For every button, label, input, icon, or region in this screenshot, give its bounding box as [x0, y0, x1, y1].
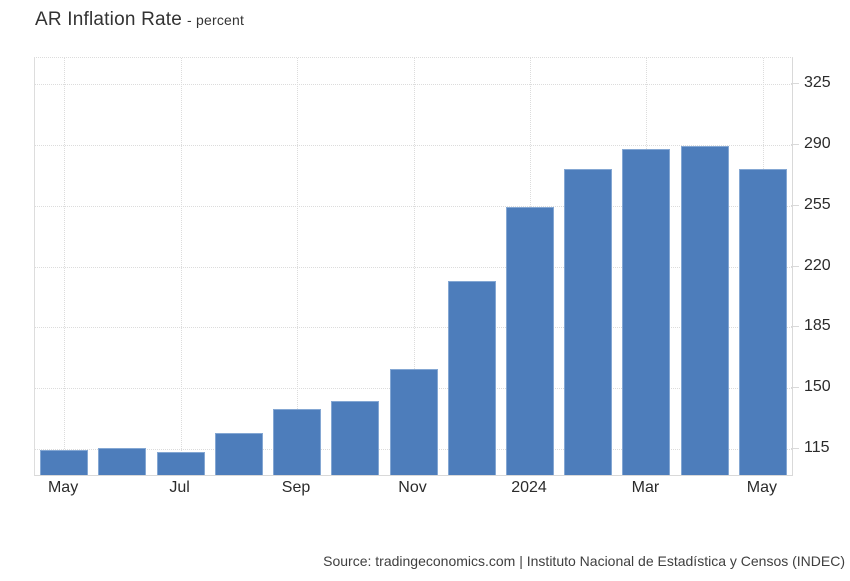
y-axis-label-150: 150	[804, 378, 831, 396]
chart-title: AR Inflation Rate - percent	[35, 9, 244, 31]
chart-title-suffix: - percent	[187, 12, 245, 28]
bar-nov-2023[interactable]	[389, 369, 438, 475]
y-axis-tick	[791, 447, 799, 449]
x-axis-label-2024: 2024	[511, 479, 547, 496]
bar-oct-2023[interactable]	[331, 400, 380, 475]
x-axis-label-nov: Nov	[398, 479, 427, 496]
x-axis-label-may: May	[746, 479, 777, 496]
bar-may-2024[interactable]	[738, 168, 787, 475]
bar-apr-2024[interactable]	[680, 145, 729, 475]
x-gridline	[413, 58, 415, 475]
bar-sep-2023[interactable]	[273, 408, 321, 475]
source-attribution: Source: tradingeconomics.com | Instituto…	[323, 553, 845, 569]
y-axis-label-185: 185	[804, 317, 831, 335]
x-gridline	[297, 58, 298, 475]
bar-dec-2023[interactable]	[447, 281, 496, 475]
x-axis-label-may: May	[47, 479, 79, 496]
y-axis-label-290: 290	[804, 134, 831, 152]
bar-aug-2023[interactable]	[214, 432, 263, 475]
bar-feb-2024[interactable]	[564, 168, 613, 475]
bar-jan-2024[interactable]	[506, 207, 554, 475]
y-axis-label-255: 255	[804, 195, 831, 213]
x-gridline	[180, 58, 182, 475]
y-axis-tick	[791, 204, 799, 206]
x-axis-label-jul: Jul	[169, 479, 190, 496]
x-gridline	[64, 58, 66, 475]
plot-area	[34, 57, 793, 476]
y-axis-tick	[791, 265, 799, 267]
bar-mar-2024[interactable]	[622, 148, 671, 475]
y-axis-tick	[791, 83, 799, 85]
bar-may-2023[interactable]	[40, 450, 89, 475]
x-axis-label-mar: Mar	[631, 479, 660, 496]
bar-jun-2023[interactable]	[98, 447, 147, 475]
y-axis-tick	[791, 326, 799, 328]
y-axis-label-220: 220	[804, 256, 831, 274]
chart-title-text: AR Inflation Rate	[35, 9, 183, 30]
y-axis-label-115: 115	[804, 438, 830, 456]
y-axis-label-325: 325	[804, 74, 831, 92]
bar-jul-2023[interactable]	[156, 451, 205, 475]
x-axis-label-sep: Sep	[281, 479, 311, 496]
y-axis-tick	[791, 387, 799, 389]
y-axis-tick	[791, 143, 799, 145]
